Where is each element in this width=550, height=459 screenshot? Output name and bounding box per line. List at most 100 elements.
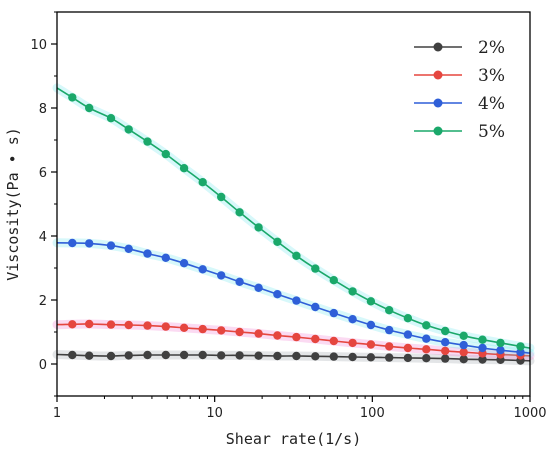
data-point (68, 350, 77, 360)
data-point (106, 241, 116, 250)
data-point (385, 325, 394, 335)
data-point (292, 251, 301, 260)
y-tick-label: 2 (39, 294, 47, 309)
data-point (143, 350, 152, 360)
data-point (143, 249, 152, 258)
data-point (478, 343, 487, 353)
data-point (422, 334, 431, 343)
data-point (68, 93, 77, 102)
data-point (329, 336, 338, 346)
axis-ticks: 1 10 100 1000 0 2 4 6 8 10 (30, 11, 547, 421)
data-point (292, 332, 301, 342)
data-point (311, 264, 320, 273)
data-point (161, 350, 170, 360)
data-point (143, 321, 152, 330)
y-tick-label: 4 (39, 230, 47, 245)
legend-label: 2% (478, 38, 505, 58)
data-point (385, 306, 394, 315)
data-point (348, 338, 357, 348)
data-point (403, 343, 413, 353)
data-point (385, 353, 394, 362)
data-point (217, 192, 226, 202)
y-axis-title: Viscosity(Pa • s) (4, 127, 22, 281)
data-point (198, 324, 207, 334)
data-point (143, 137, 152, 146)
legend-marker (433, 126, 443, 136)
data-point (292, 296, 301, 305)
data-point (161, 322, 170, 331)
data-point (179, 350, 189, 360)
data-point (68, 320, 77, 329)
data-point (366, 340, 376, 349)
data-point (422, 354, 431, 363)
x-tick-label: 1000 (513, 406, 546, 421)
data-point (403, 353, 413, 363)
data-point (496, 338, 505, 348)
y-tick-label: 8 (39, 102, 47, 117)
data-point (254, 283, 263, 292)
data-point (273, 351, 282, 361)
data-point (124, 320, 133, 330)
data-point (441, 338, 450, 347)
data-point (273, 290, 282, 299)
data-point (366, 320, 376, 330)
data-point (478, 335, 487, 344)
data-point (441, 346, 450, 356)
legend-marker (433, 42, 443, 52)
data-point (459, 348, 468, 357)
data-point (179, 164, 189, 173)
data-point (516, 342, 525, 351)
data-point (441, 354, 450, 363)
legend-label: 4% (478, 94, 505, 114)
series-points (68, 93, 525, 365)
data-point (459, 340, 468, 350)
data-point (459, 355, 468, 364)
data-point (85, 103, 94, 113)
x-axis-title: Shear rate(1/s) (226, 430, 361, 448)
data-point (496, 346, 505, 355)
data-point (85, 351, 94, 360)
data-point (254, 351, 263, 360)
data-point (311, 334, 320, 344)
data-point (161, 253, 170, 262)
data-point (441, 326, 450, 336)
data-point (366, 353, 376, 362)
data-point (292, 351, 301, 361)
data-point (385, 342, 394, 351)
x-tick-label: 10 (206, 406, 223, 421)
data-point (198, 178, 207, 187)
data-point (329, 352, 338, 361)
x-tick-label: 100 (360, 406, 385, 421)
data-point (403, 330, 413, 339)
data-point (161, 149, 170, 159)
data-point (106, 320, 116, 329)
data-point (273, 331, 282, 340)
data-point (329, 308, 338, 318)
data-point (366, 297, 376, 306)
data-point (85, 239, 94, 248)
data-point (106, 351, 116, 361)
data-point (217, 271, 226, 280)
data-point (124, 125, 133, 134)
data-point (254, 329, 263, 338)
data-point (348, 287, 357, 296)
data-point (273, 237, 282, 246)
data-point (198, 265, 207, 274)
data-point (124, 351, 133, 360)
legend-marker (433, 70, 443, 80)
y-tick-label: 0 (39, 358, 47, 373)
y-tick-label: 10 (30, 38, 47, 53)
data-point (217, 326, 226, 335)
data-point (254, 223, 263, 232)
data-point (311, 302, 320, 312)
data-point (106, 114, 116, 123)
data-point (235, 208, 244, 217)
data-point (422, 345, 431, 354)
data-point (422, 321, 431, 330)
data-point (516, 348, 525, 357)
data-point (179, 323, 189, 332)
data-point (179, 259, 189, 268)
legend-marker (433, 98, 443, 108)
y-tick-label: 6 (39, 166, 47, 181)
